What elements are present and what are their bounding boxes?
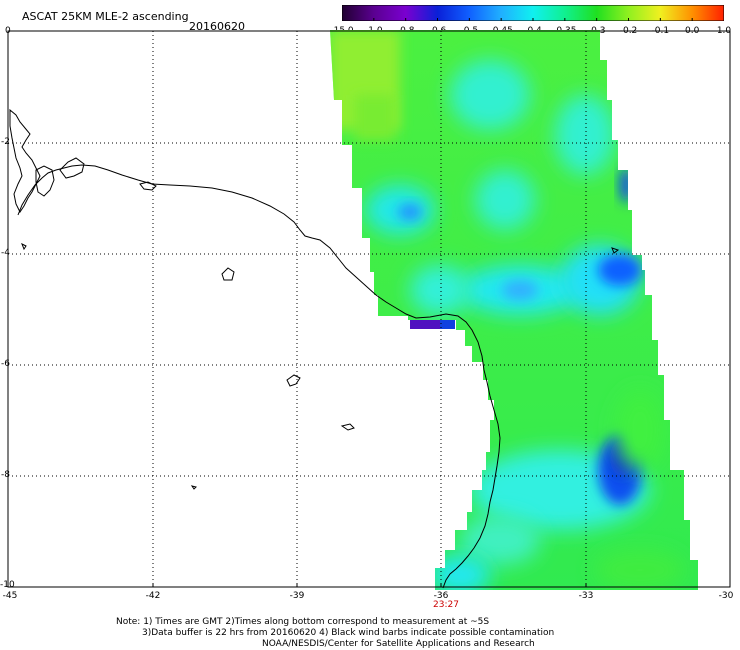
map-frame [7,30,731,588]
colorbar-tick-label: 1.0 [716,26,732,36]
axis-ticks [152,583,587,587]
lat-label-0: 0 [5,26,11,36]
colorbar-tick-label: -0.8 [396,26,415,36]
colorbar-tick-label: -0.45 [489,26,513,36]
colorbar-tick-label: -15.0 [330,26,354,36]
contaminated-cells [410,320,440,329]
lat-label-5: -10 [0,580,15,590]
island-small-1 [221,267,235,281]
island-marajo [9,108,41,213]
lat-lon-grid [8,31,730,587]
product-title: ASCAT 25KM MLE-2 ascending [22,10,189,23]
lon-label-1: -42 [145,591,161,601]
coastline [17,164,501,589]
lon-label-0: -45 [2,591,18,601]
product-date: 20160620 [189,20,245,33]
lat-label-4: -8 [1,470,10,480]
colorbar [342,5,724,21]
colorbar-tick-label: -0.3 [587,26,606,36]
island-small-2 [286,374,301,387]
lon-label-5: -30 [718,591,734,601]
colorbar-tick-label: -0.5 [460,26,479,36]
colorbar-tick-label: -0.6 [428,26,447,36]
colorbar-tick-label: -1.0 [365,26,383,36]
note-line-1: Note: 1) Times are GMT 2)Times along bot… [116,617,490,627]
time-label: 23:27 [433,600,459,610]
lat-label-3: -6 [1,359,10,369]
note-line-2: 3)Data buffer is 22 hrs from 20160620 4)… [142,628,555,638]
lon-label-3: -36 [433,591,449,601]
colorbar-tick-label: -0.35 [553,26,577,36]
colorbar-tick-label: -0.4 [524,26,542,36]
island-small-3 [340,423,355,431]
colorbar-tick-label: 0.0 [684,26,700,36]
lat-label-1: -2 [1,137,10,147]
colorbar-tick-label: -0.2 [619,26,638,36]
lon-label-4: -33 [578,591,594,601]
note-line-3: NOAA/NESDIS/Center for Satellite Applica… [262,639,535,649]
colorbar-gradient [342,5,724,21]
island-small-4 [190,485,197,490]
lon-label-2: -39 [289,591,305,601]
colorbar-tick-label: -0.1 [651,26,670,36]
scatterometer-swath [330,30,698,590]
lat-label-2: -4 [1,248,10,258]
